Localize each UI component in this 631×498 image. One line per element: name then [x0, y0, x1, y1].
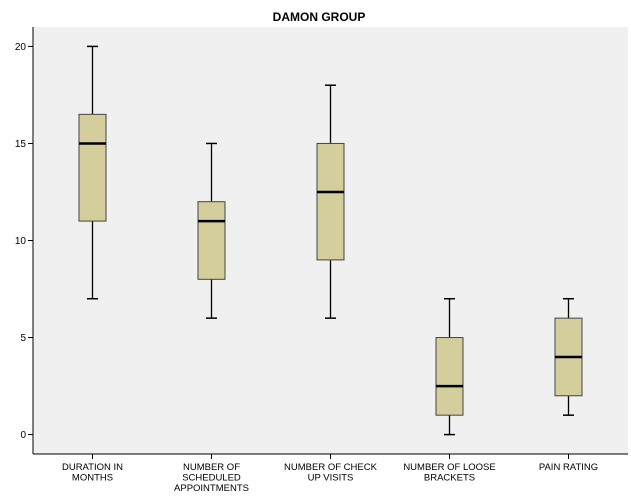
- y-tick-label: 0: [20, 430, 26, 441]
- x-tick-label-line: BRACKETS: [424, 473, 475, 484]
- x-tick-label-line: DURATION IN: [62, 462, 123, 473]
- box-group: [197, 142, 226, 319]
- x-tick-label-line: PAIN RATING: [539, 462, 598, 473]
- y-tick-label: 15: [15, 139, 27, 150]
- x-tick-label-line: SCHEDULED: [182, 473, 241, 484]
- y-tick-label: 20: [15, 42, 27, 53]
- box-group: [554, 297, 583, 416]
- x-tick-label-line: UP VISITS: [308, 473, 354, 484]
- x-tick-label: DURATION IN MONTHS: [62, 462, 123, 484]
- chart-title: DAMON GROUP: [273, 10, 366, 24]
- x-tick-label: PAIN RATING: [539, 462, 598, 473]
- iqr-box: [78, 113, 107, 222]
- x-tick-label-line: NUMBER OF LOOSE: [403, 462, 495, 473]
- x-axis: DURATION IN MONTHS NUMBER OF SCHEDULED APPOI…: [33, 453, 628, 494]
- box-group: [316, 84, 345, 319]
- x-tick-label: NUMBER OF SCHEDULED APPOINTMENTS: [174, 462, 249, 493]
- y-axis: 0 5 10 15 20: [15, 27, 34, 454]
- x-tick-label-line: NUMBER OF: [183, 462, 240, 473]
- x-tick-label-line: APPOINTMENTS: [174, 483, 249, 493]
- box-group: [78, 45, 107, 300]
- x-tick-label-line: NUMBER OF CHECK: [284, 462, 378, 473]
- x-tick-label-line: MONTHS: [72, 473, 113, 484]
- box-group: [435, 297, 464, 436]
- iqr-box: [435, 337, 464, 416]
- y-tick-label: 5: [20, 333, 26, 344]
- iqr-box: [197, 201, 226, 280]
- x-tick-label: NUMBER OF LOOSE BRACKETS: [403, 462, 495, 484]
- box-series: [78, 45, 583, 436]
- iqr-box: [316, 142, 345, 261]
- y-tick-label: 10: [15, 236, 27, 247]
- x-tick-label: NUMBER OF CHECK UP VISITS: [284, 462, 378, 484]
